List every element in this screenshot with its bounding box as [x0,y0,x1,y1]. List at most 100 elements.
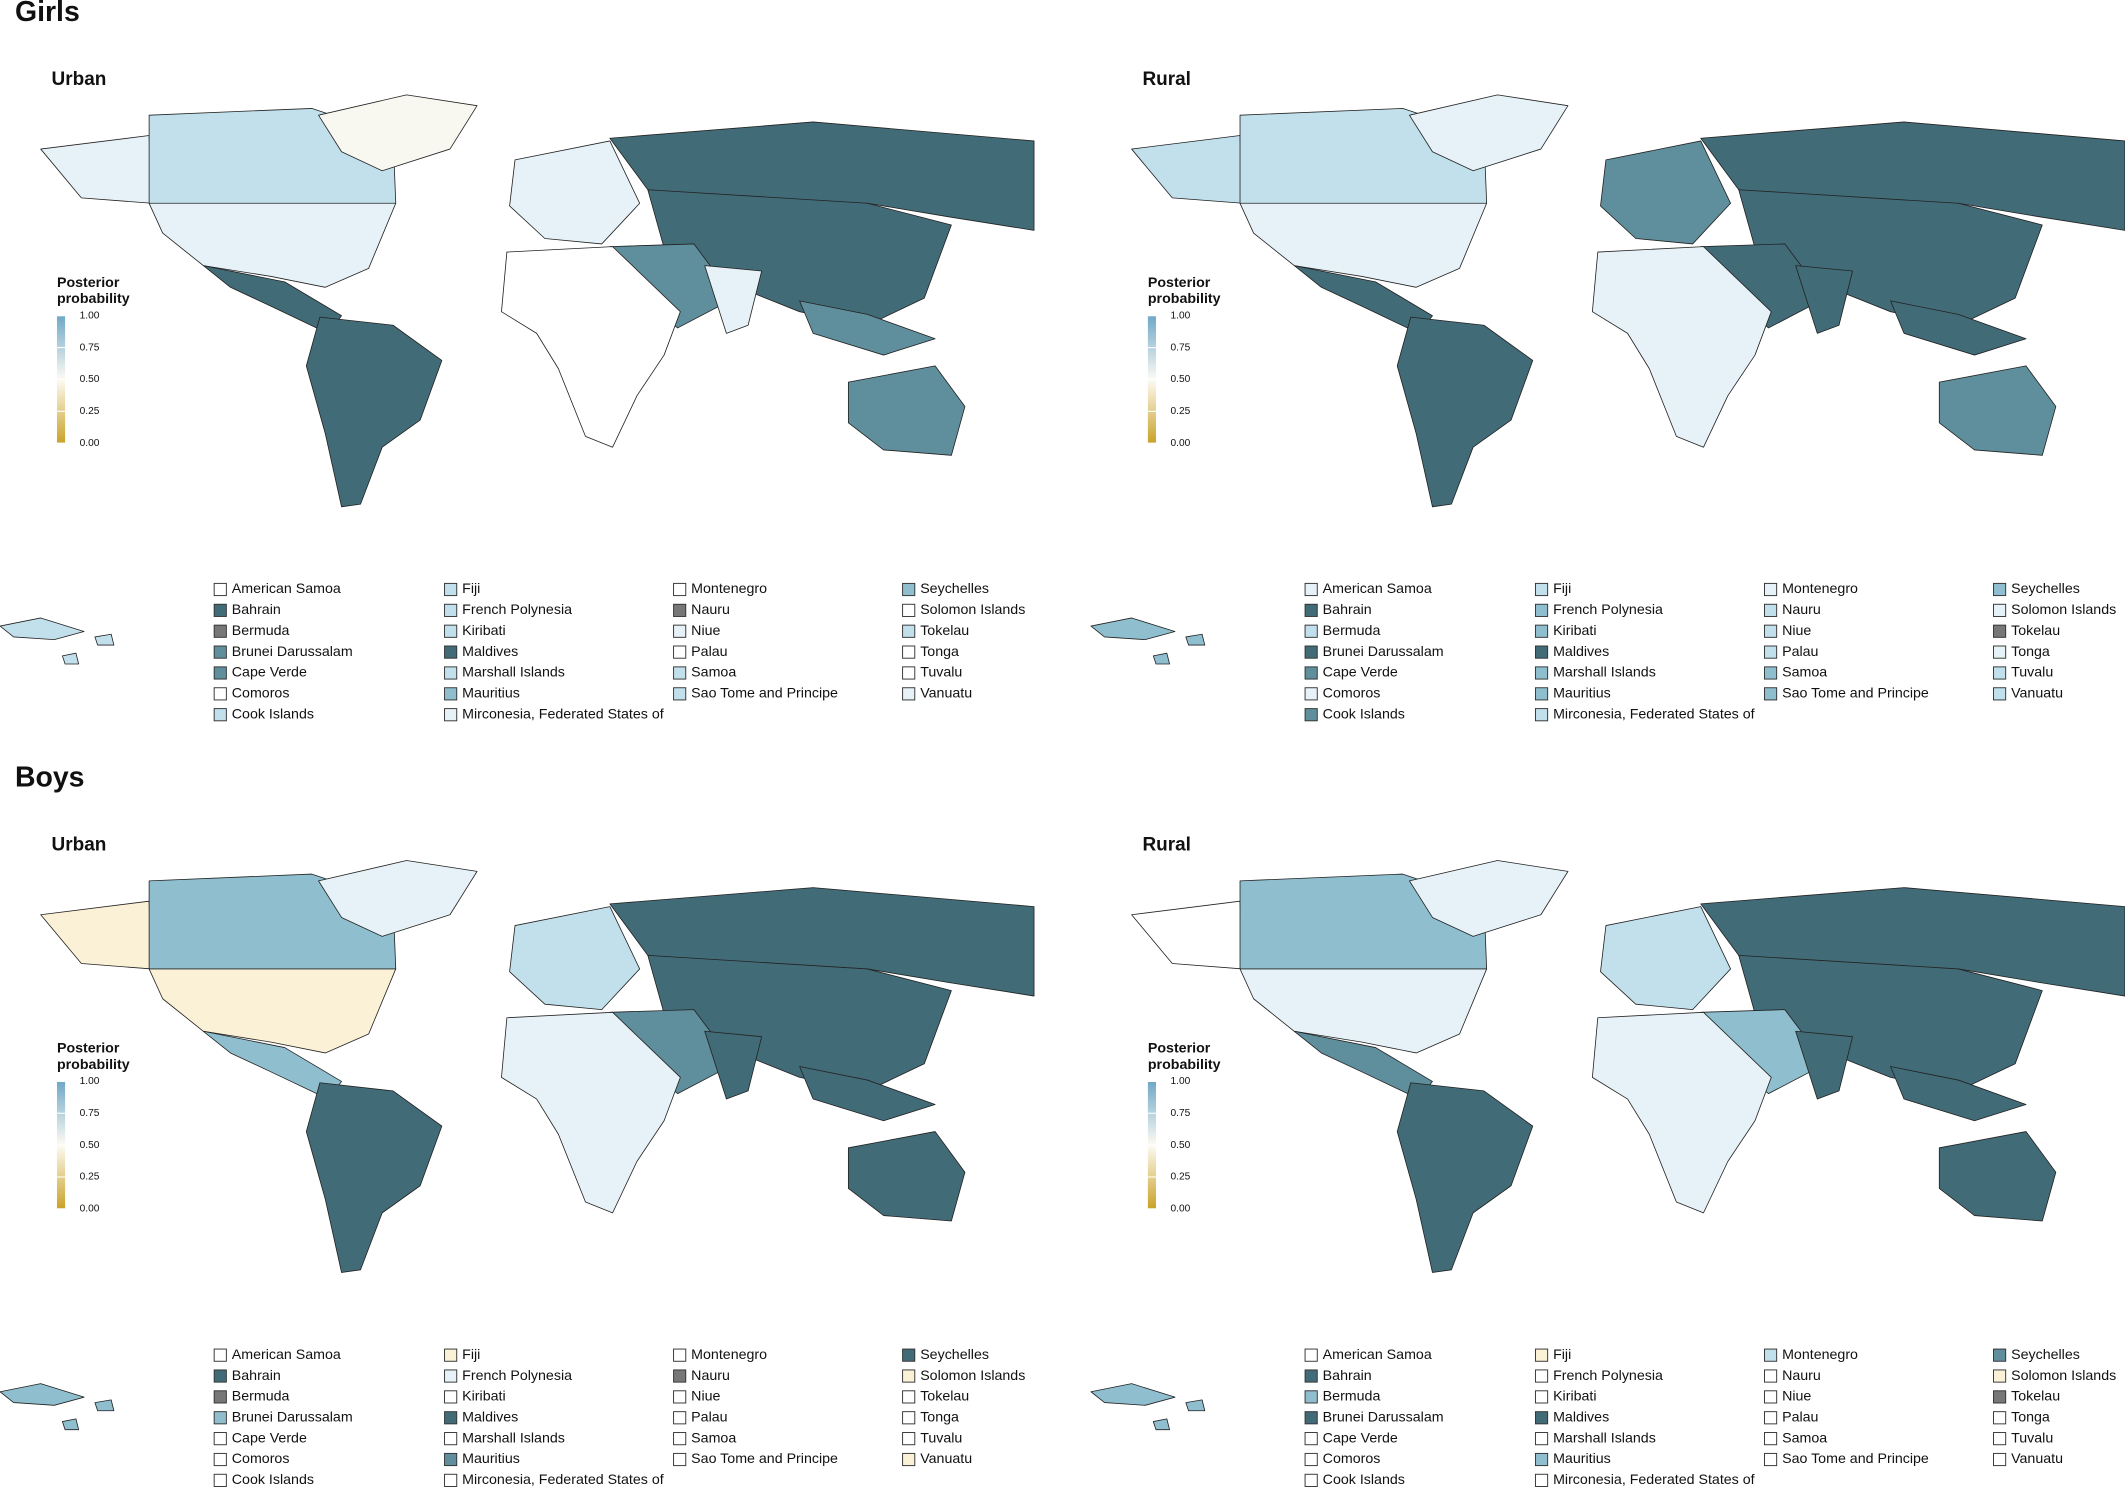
country-region [799,1066,936,1122]
caribbean-inset [1185,633,1206,646]
legend-label: Seychelles [920,1347,989,1363]
caribbean-inset [61,652,80,665]
legend-label: Montenegro [691,581,767,597]
country-region [1131,135,1244,204]
country-region [305,1082,443,1273]
legend-swatch [1304,1452,1318,1467]
legend-label: Tonga [2011,644,2050,660]
legend-swatch [444,1473,458,1487]
scale-tick-label: 0.25 [1171,406,1191,417]
legend-swatch [1304,582,1318,597]
scale-tick-label: 0.50 [80,374,100,385]
caribbean-inset [94,633,115,646]
legend-label: Bahrain [232,602,281,618]
legend-swatch [1993,687,2007,701]
legend-swatch [444,666,458,680]
legend-label: Solomon Islands [2011,1368,2116,1384]
legend-label: Comoros [1323,686,1381,702]
legend-label: Cape Verde [1323,1430,1398,1446]
legend-label: Tuvalu [920,1430,962,1446]
legend-label: Tuvalu [920,665,962,681]
legend-title: Posterior [1148,1041,1211,1057]
scale-tick-label: 1.00 [1171,310,1191,321]
legend-label: Marshall Islands [462,665,565,681]
legend-label: Brunei Darussalam [1323,1410,1444,1426]
country-region [1239,968,1488,1054]
legend-swatch [1304,1390,1318,1404]
legend-label: Marshall Islands [1553,665,1656,681]
legend-swatch [673,1390,687,1404]
country-region [1591,246,1772,448]
legend-swatch [1763,1390,1778,1404]
country-region [799,300,936,356]
section-title: Girls [15,0,80,28]
legend-swatch [444,603,458,617]
legend-swatch [673,1348,687,1362]
country-region [40,135,153,204]
country-region [1396,316,1534,508]
legend-label: Mirconesia, Federated States of [1553,706,1755,722]
legend-label: Fiji [462,1347,480,1363]
legend-swatch [1763,1369,1778,1383]
country-region [501,1011,681,1214]
legend-label: Montenegro [691,1347,767,1363]
legend-swatch [1534,1369,1549,1383]
scale-tick-label: 1.00 [1171,1076,1191,1087]
legend-swatch [1993,624,2007,638]
caribbean-inset [1090,617,1176,641]
legend-swatch [673,582,687,597]
scale-tick-label: 0.75 [80,1108,100,1119]
legend-swatch [1534,666,1549,680]
legend-label: Cape Verde [1323,665,1398,681]
legend-label: Seychelles [2011,581,2080,597]
legend-label: Mauritius [1553,1451,1611,1467]
legend-label: Kiribati [462,1389,505,1405]
legend-swatch [1763,603,1778,617]
country-region [1591,1011,1772,1214]
legend-swatch [213,1452,227,1467]
legend-swatch [902,624,916,638]
legend-label: Cook Islands [232,1472,314,1488]
legend-swatch [673,687,687,701]
scale-tick-label: 0.75 [1171,1108,1191,1119]
legend-label: Samoa [691,665,736,681]
country-region [1409,94,1569,172]
section-title: Boys [15,762,85,794]
scale-tick-label: 0.75 [1171,342,1191,353]
legend-swatch [1534,1411,1549,1425]
legend-label: Nauru [691,602,730,618]
caribbean-inset [1090,1383,1176,1406]
legend-label: Mauritius [462,1451,520,1467]
legend-swatch [444,624,458,638]
legend-label: American Samoa [1323,581,1432,597]
legend-label: Nauru [1782,1368,1821,1384]
legend-swatch [1304,1411,1318,1425]
country-region [1131,900,1244,970]
legend-swatch [213,1369,227,1383]
scale-tick-label: 0.50 [1171,1140,1191,1151]
country-region [1890,300,2027,356]
legend-swatch [673,1452,687,1467]
legend-swatch [902,603,916,617]
legend-swatch [1534,582,1549,597]
legend-swatch [444,1348,458,1362]
legend-label: Niue [1782,623,1811,639]
legend-label: Montenegro [1782,1347,1858,1363]
panel-title: Rural [1142,69,1191,90]
legend-swatch [1304,666,1318,680]
legend-label: Niue [691,1389,720,1405]
legend-label: Tonga [2011,1410,2050,1426]
legend-swatch [444,687,458,701]
legend-label: Sao Tome and Principe [691,686,838,702]
legend-swatch [1993,603,2007,617]
scale-tick-label: 0.75 [80,342,100,353]
legend-swatch [1763,582,1778,597]
country-region [704,1030,763,1100]
country-region [1600,140,1732,245]
legend-label: Bermuda [1323,1389,1381,1405]
legend-label: Palau [691,1410,727,1426]
legend-label: Tuvalu [2011,1430,2053,1446]
legend-label: Vanuatu [920,1451,972,1467]
legend-title: Posterior [57,1041,120,1057]
legend-label: Palau [691,644,727,660]
